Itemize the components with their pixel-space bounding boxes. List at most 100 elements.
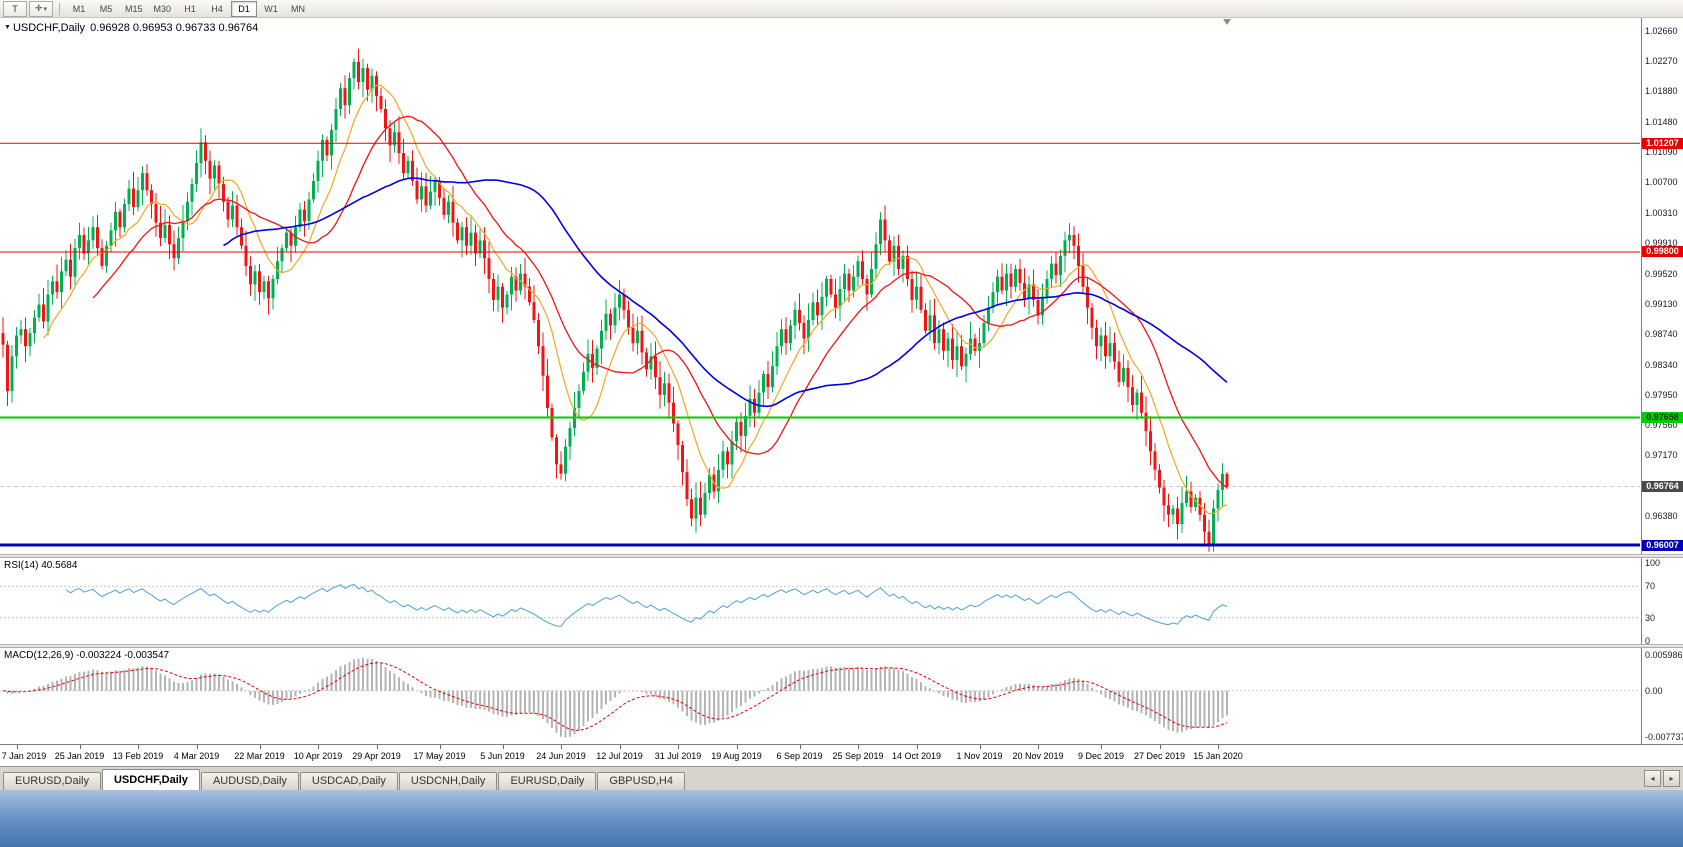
- timeframe-d1-button[interactable]: D1: [231, 0, 258, 17]
- chart-tab-usdcnh-daily[interactable]: USDCNH,Daily: [398, 772, 498, 790]
- rsi-axis-label: 0: [1645, 636, 1651, 646]
- macd-axis[interactable]: 0.005986 0.00 -0.007737: [1641, 648, 1683, 744]
- time-tick-label: 27 Dec 2019: [1133, 751, 1186, 761]
- chart-window: ▼ USDCHF,Daily 0.96928 0.96953 0.96733 0.9…: [0, 18, 1683, 766]
- rsi-axis-label: 100: [1645, 558, 1661, 568]
- price-line-tag: 0.96764: [1642, 481, 1683, 493]
- time-tick-label: 6 Sep 2019: [776, 751, 823, 761]
- panel-splitter-1[interactable]: [0, 554, 1683, 558]
- macd-plot[interactable]: MACD(12,26,9) -0.003224 -0.003547: [0, 648, 1641, 744]
- toolbar: T ✛ ▾ M1 M5 M15 M30 H1 H4 D1 W1 MN: [0, 0, 1683, 18]
- chart-tab-usdchf-daily[interactable]: USDCHF,Daily: [101, 769, 200, 790]
- time-tick-label: 31 Jul 2019: [654, 751, 702, 761]
- time-tick-mark: [376, 745, 378, 749]
- chart-symbol-period: USDCHF,Daily: [12, 22, 86, 34]
- time-tick-label: 5 Jun 2019: [480, 751, 525, 761]
- time-tick-label: 20 Nov 2019: [1012, 751, 1064, 761]
- chart-tab-usdcad-daily[interactable]: USDCAD,Daily: [299, 772, 398, 790]
- time-tick-label: 10 Apr 2019: [293, 751, 343, 761]
- chart-shift-marker[interactable]: [1223, 19, 1231, 25]
- price-axis-label: 1.01090: [1645, 147, 1678, 158]
- indicator-collapse-arrow-icon[interactable]: ▼: [4, 24, 11, 31]
- tab-scroll-left-button[interactable]: ◂: [1644, 770, 1661, 787]
- price-panel: ▼ USDCHF,Daily 0.96928 0.96953 0.96733 0.9…: [0, 18, 1683, 554]
- macd-axis-label: -0.007737: [1645, 732, 1683, 742]
- price-axis-label: 0.97560: [1645, 420, 1678, 431]
- time-tick-mark: [619, 745, 621, 749]
- time-tick-label: 13 Feb 2019: [112, 751, 164, 761]
- main-price-axis[interactable]: 1.02660 1.02270 1.01880 1.01480 1.01090 1.007…: [1641, 18, 1683, 554]
- time-tick-mark: [138, 745, 139, 749]
- time-tick-mark: [1218, 745, 1219, 749]
- price-chart-svg[interactable]: [0, 18, 1640, 554]
- time-tick-label: 14 Oct 2019: [891, 751, 942, 761]
- rsi-axis-label: 70: [1645, 581, 1656, 592]
- timeframe-h1-button[interactable]: H1: [184, 3, 196, 14]
- macd-axis-label: 0.005986: [1645, 650, 1683, 660]
- time-tick-mark: [439, 745, 441, 749]
- chart-title: ▼ USDCHF,Daily 0.96928 0.96953 0.96733 0.9…: [4, 22, 258, 34]
- bottom-window-band: [0, 790, 1683, 847]
- price-axis-label: 0.99910: [1645, 238, 1678, 249]
- macd-panel: MACD(12,26,9) -0.003224 -0.003547 0.0059…: [0, 648, 1683, 744]
- tab-scroll-buttons: ◂ ▸: [1644, 770, 1680, 787]
- timeframe-m30-button[interactable]: M30: [153, 3, 172, 14]
- time-tick-mark: [916, 745, 918, 749]
- price-axis-label: 0.98340: [1645, 359, 1678, 370]
- chart-tab-audusd-daily[interactable]: AUDUSD,Daily: [200, 772, 299, 790]
- price-axis-label: 0.99520: [1645, 268, 1678, 279]
- chart-tab-eurusd-daily[interactable]: EURUSD,Daily: [3, 772, 101, 790]
- rsi-axis[interactable]: 100 70 30 0: [1641, 558, 1683, 646]
- timeframe-h4-button[interactable]: H4: [211, 3, 223, 14]
- time-tick-label: 29 Apr 2019: [352, 751, 401, 761]
- price-axis-label: 1.01480: [1645, 117, 1678, 128]
- time-tick-mark: [858, 745, 859, 749]
- time-tick-mark: [736, 745, 738, 749]
- panel-splitter-2[interactable]: [0, 644, 1683, 648]
- time-tick-label: 7 Jan 2019: [1, 751, 47, 761]
- timeframe-w1-button[interactable]: W1: [264, 3, 278, 14]
- price-axis-label: 1.02660: [1645, 25, 1678, 36]
- price-axis-label: 0.98740: [1645, 328, 1678, 339]
- rsi-plot[interactable]: RSI(14) 40.5684: [0, 558, 1641, 644]
- chart-ohlc-values: 0.96928 0.96953 0.96733 0.96764: [90, 22, 259, 34]
- time-tick-label: 15 Jan 2020: [1193, 751, 1243, 761]
- time-tick-label: 9 Dec 2019: [1077, 751, 1125, 761]
- price-line-tag: 1.01207: [1642, 137, 1683, 149]
- timeframe-m1-button[interactable]: M1: [72, 3, 86, 14]
- chart-tab-eurusd-daily[interactable]: EURUSD,Daily: [498, 772, 597, 790]
- chart-tab-gbpusd-h4[interactable]: GBPUSD,H4: [597, 772, 685, 790]
- tab-bar: ◂ ▸ EURUSD,Daily USDCHF,Daily AUDUSD,Daily…: [0, 766, 1683, 790]
- time-tick-label: 25 Jan 2019: [54, 751, 105, 761]
- tab-scroll-right-button[interactable]: ▸: [1663, 770, 1680, 787]
- time-tick-mark: [502, 745, 504, 749]
- price-line-tag: 0.99800: [1642, 246, 1683, 258]
- crosshair-icon: ✛: [34, 3, 43, 13]
- time-tick-mark: [1101, 745, 1102, 749]
- price-plot[interactable]: ▼ USDCHF,Daily 0.96928 0.96953 0.96733 0.9…: [0, 18, 1641, 554]
- time-tick-label: 12 Jul 2019: [596, 751, 643, 761]
- timeframe-m15-button[interactable]: M15: [125, 3, 143, 14]
- price-axis-label: 1.02270: [1645, 56, 1678, 67]
- time-tick-mark: [1159, 745, 1161, 749]
- price-axis-label: 0.97170: [1645, 450, 1678, 461]
- timeframe-mn-button[interactable]: MN: [291, 3, 306, 14]
- rsi-svg: [0, 583, 1640, 627]
- time-axis[interactable]: 7 Jan 2019 25 Jan 2019 13 Feb 2019 4 Mar 20…: [0, 744, 1683, 766]
- time-tick-label: 17 May 2019: [413, 751, 466, 761]
- time-tick-mark: [799, 745, 801, 749]
- timeframe-group: M1 M5 M15 M30 H1 H4 D1 W1 MN: [66, 0, 311, 17]
- time-tick-mark: [979, 745, 981, 749]
- time-tick-mark: [1038, 745, 1039, 749]
- timeframe-m5-button[interactable]: M5: [99, 3, 113, 14]
- time-tick-mark: [318, 745, 319, 749]
- price-axis-label: 1.00310: [1645, 207, 1678, 218]
- rsi-panel: RSI(14) 40.5684 100 70 30 0: [0, 558, 1683, 646]
- time-tick-mark: [196, 745, 198, 749]
- time-tick-label: 25 Sep 2019: [832, 751, 884, 761]
- template-tool-button[interactable]: T: [3, 0, 27, 17]
- crosshair-tool-button[interactable]: ✛ ▾: [29, 0, 53, 17]
- price-axis-label: 1.00700: [1645, 177, 1678, 188]
- time-tick-mark: [678, 745, 679, 749]
